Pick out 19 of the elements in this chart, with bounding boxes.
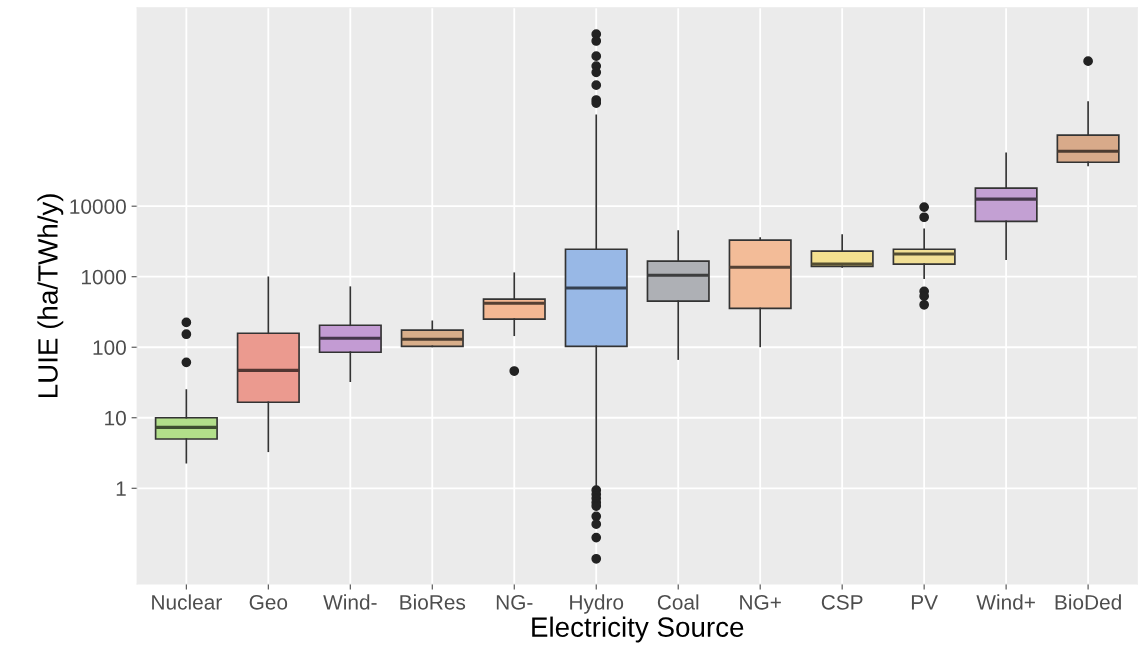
x-tick-label: Coal (657, 594, 699, 610)
x-tick-label: BioRes (400, 594, 466, 610)
y-tick-label: 1 (116, 481, 126, 496)
x-tick-label: BioDed (1055, 594, 1121, 610)
y-tick-label: 100 (93, 340, 126, 355)
x-tick-label: Wind- (323, 594, 377, 610)
x-tick-label: Hydro (570, 594, 624, 614)
y-tick-label: 10 (105, 410, 126, 426)
y-tick-label: 1000 (81, 269, 126, 285)
x-tick-label: Geo (249, 594, 288, 610)
x-tick-label: Wind+ (976, 594, 1035, 610)
y-tick-label: 10000 (70, 199, 126, 214)
x-tick-label: PV (911, 595, 938, 610)
x-tick-label: NG- (496, 594, 533, 610)
x-tick-label: NG+ (740, 594, 781, 610)
x-tick-label: CSP (821, 594, 863, 610)
x-tick-label: Nuclear (152, 594, 222, 610)
y-axis-title: LUIE (ha/TWh/y) (37, 194, 64, 398)
x-axis-title: Electricity Source (532, 616, 744, 643)
